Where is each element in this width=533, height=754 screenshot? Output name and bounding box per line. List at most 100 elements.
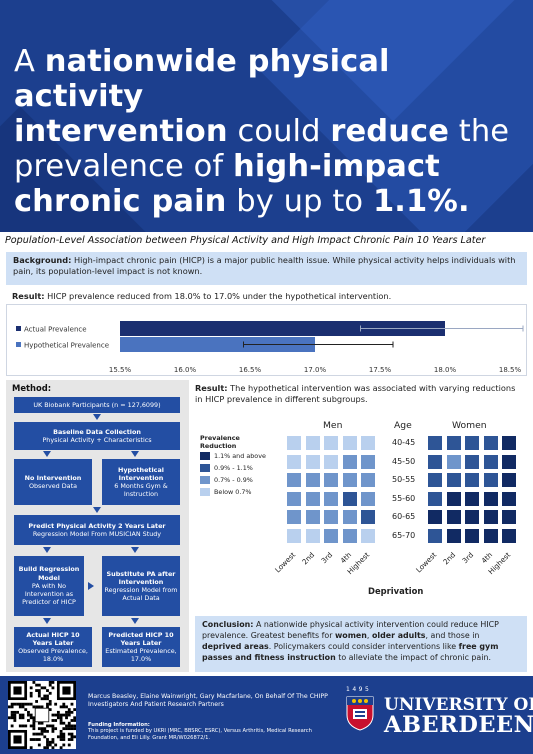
men-cell xyxy=(361,491,375,506)
legend-label: Below 0.7% xyxy=(214,488,252,496)
background-text: High-impact chronic pain (HICP) is a maj… xyxy=(13,255,516,276)
flow-box-no-intervention: No Intervention Observed Data xyxy=(14,459,92,505)
x-tick-label: 18.0% xyxy=(434,366,457,374)
legend-item: 1.1% and above xyxy=(200,450,266,462)
women-cell xyxy=(446,491,461,506)
men-cell xyxy=(287,454,301,469)
flow-box-predicted-hicp: Predicted HICP 10 Years Later Estimated … xyxy=(102,627,180,667)
result-summary: Result: HICP prevalence reduced from 18.… xyxy=(12,291,392,301)
men-cell xyxy=(305,454,320,469)
flow-box-build-model: Build Regression Model PA with No Interv… xyxy=(14,556,84,616)
women-cell xyxy=(502,436,516,450)
university-name-line1: UNIVERSITY OF xyxy=(384,695,533,715)
legend-item: Below 0.7% xyxy=(200,486,266,498)
women-cell xyxy=(446,510,461,524)
women-cell xyxy=(465,510,479,524)
poster-subtitle: Population-Level Association between Phy… xyxy=(5,235,486,246)
legend-label: 0.7% - 0.9% xyxy=(214,476,253,484)
men-cell xyxy=(305,491,320,506)
bar-label: Actual Prevalence xyxy=(24,326,87,334)
women-cell xyxy=(483,454,498,469)
legend-label: 0.9% - 1.1% xyxy=(214,464,253,472)
women-cell xyxy=(483,510,498,524)
qr-code-icon[interactable] xyxy=(8,681,76,749)
method-title: Method: xyxy=(12,383,52,393)
age-label: 60-65 xyxy=(392,512,416,521)
men-cell xyxy=(287,436,301,450)
result-subgroups: Result: The hypothetical intervention wa… xyxy=(195,383,516,404)
women-cell xyxy=(428,454,442,469)
women-cell xyxy=(446,454,461,469)
bar xyxy=(120,337,315,352)
men-cell xyxy=(305,473,320,487)
men-cell xyxy=(305,528,320,543)
men-title: Men xyxy=(323,420,343,431)
legend-title: Prevalence xyxy=(200,434,240,442)
men-cell xyxy=(324,473,338,487)
age-label: 65-70 xyxy=(392,530,416,540)
women-title: Women xyxy=(452,420,487,431)
women-cell xyxy=(446,436,461,450)
women-cell xyxy=(502,510,516,524)
flow-box-hypothetical-intervention: Hypothetical Intervention 6 Months Gym &… xyxy=(102,459,180,505)
prevalence-bar-chart: Actual Prevalence Hypothetical Prevalence… xyxy=(6,304,527,376)
crest-year: 1495 xyxy=(346,686,372,693)
conclusion-box: Conclusion: A nationwide physical activi… xyxy=(195,616,527,672)
men-cell xyxy=(361,454,375,469)
men-cell xyxy=(361,436,375,450)
flow-arrow xyxy=(131,618,139,624)
men-cell xyxy=(342,528,357,543)
x-tick-label: 15.5% xyxy=(109,366,132,374)
flow-box-actual-hicp: Actual HICP 10 Years Later Observed Prev… xyxy=(14,627,92,667)
women-cell xyxy=(465,528,479,543)
x-tick-label: 16.0% xyxy=(174,366,197,374)
deprivation-axis-label: Deprivation xyxy=(368,586,424,596)
bar-group: Hypothetical Prevalence xyxy=(16,337,394,352)
age-label: 55-60 xyxy=(392,493,416,503)
background-label: Background: xyxy=(13,255,72,265)
flow-arrow xyxy=(131,547,139,553)
women-cell xyxy=(502,528,516,543)
flow-arrow xyxy=(88,582,94,590)
legend-swatch xyxy=(16,342,21,347)
headline: A nationwide physical activity intervent… xyxy=(14,44,510,219)
women-cell xyxy=(428,491,442,506)
flow-arrow xyxy=(43,451,51,457)
women-cell xyxy=(483,528,498,543)
footer xyxy=(0,676,533,754)
women-cell xyxy=(446,473,461,487)
age-label: 40-45 xyxy=(392,438,416,447)
bar xyxy=(120,321,445,336)
x-tick-label: 17.5% xyxy=(369,366,392,374)
men-cell xyxy=(342,436,357,450)
legend-swatch xyxy=(200,488,210,496)
flow-arrow xyxy=(93,414,101,420)
women-cell xyxy=(428,510,442,524)
men-cell xyxy=(342,454,357,469)
legend-swatch xyxy=(200,476,210,484)
flow-arrow xyxy=(43,618,51,624)
women-cell xyxy=(446,528,461,543)
flow-box-predict-pa: Predict Physical Activity 2 Years Later … xyxy=(14,515,180,545)
flow-box-participants: UK Biobank Participants (n = 127,6099) xyxy=(14,397,180,413)
women-cell xyxy=(483,436,498,450)
men-cell xyxy=(324,528,338,543)
women-cell xyxy=(502,491,516,506)
age-label: 45-50 xyxy=(392,456,416,466)
x-tick-label: 18.5% xyxy=(499,366,522,374)
men-cell xyxy=(324,491,338,506)
women-cell xyxy=(483,473,498,487)
flow-arrow xyxy=(43,547,51,553)
men-cell xyxy=(287,473,301,487)
age-label: 50-55 xyxy=(392,475,416,484)
legend-swatch xyxy=(200,464,210,472)
legend-swatch xyxy=(200,452,210,460)
women-cell xyxy=(483,491,498,506)
header-banner: A nationwide physical activity intervent… xyxy=(0,0,533,232)
women-cell xyxy=(428,528,442,543)
women-cell xyxy=(465,436,479,450)
bar-group: Actual Prevalence xyxy=(16,321,524,336)
men-cell xyxy=(361,528,375,543)
men-cell xyxy=(361,473,375,487)
legend-label: 1.1% and above xyxy=(214,452,266,460)
